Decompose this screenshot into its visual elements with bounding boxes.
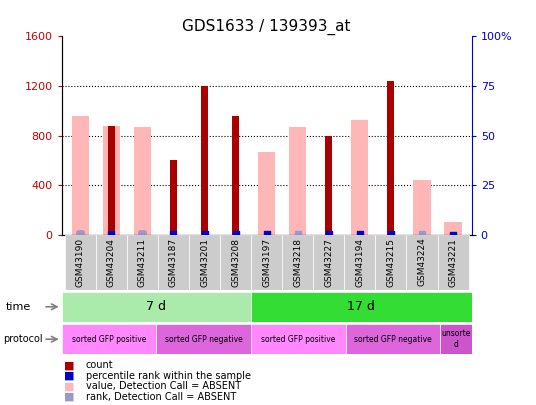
Text: ■: ■	[64, 360, 75, 370]
FancyBboxPatch shape	[375, 235, 406, 290]
Point	[263, 231, 271, 237]
Text: rank, Detection Call = ABSENT: rank, Detection Call = ABSENT	[86, 392, 236, 402]
Point	[76, 230, 85, 237]
Text: sorted GFP positive: sorted GFP positive	[261, 335, 336, 344]
Title: GDS1633 / 139393_at: GDS1633 / 139393_at	[182, 19, 351, 35]
Bar	[289, 127, 306, 235]
FancyBboxPatch shape	[251, 235, 282, 290]
FancyBboxPatch shape	[437, 235, 468, 290]
Text: GSM43211: GSM43211	[138, 238, 147, 287]
Bar	[325, 136, 332, 235]
Text: GSM43221: GSM43221	[449, 238, 458, 286]
FancyBboxPatch shape	[62, 292, 251, 322]
Text: GSM43187: GSM43187	[169, 238, 178, 287]
Bar	[201, 86, 208, 235]
Text: sorted GFP negative: sorted GFP negative	[165, 335, 242, 344]
Bar	[444, 222, 461, 235]
Point	[418, 231, 426, 237]
FancyBboxPatch shape	[96, 235, 127, 290]
Bar	[103, 126, 120, 235]
FancyBboxPatch shape	[158, 235, 189, 290]
Bar	[134, 127, 151, 235]
Text: GSM43224: GSM43224	[418, 238, 427, 286]
Point	[355, 230, 364, 237]
Text: 7 d: 7 d	[146, 300, 166, 313]
Bar	[258, 152, 275, 235]
FancyBboxPatch shape	[406, 235, 437, 290]
Text: GSM43197: GSM43197	[262, 238, 271, 287]
FancyBboxPatch shape	[344, 235, 375, 290]
Bar	[232, 116, 239, 235]
Point	[138, 230, 147, 237]
Point	[232, 230, 240, 237]
Text: count: count	[86, 360, 114, 370]
Text: GSM43208: GSM43208	[231, 238, 240, 287]
Point	[138, 230, 147, 237]
FancyBboxPatch shape	[440, 324, 472, 354]
FancyBboxPatch shape	[313, 235, 344, 290]
Bar	[170, 160, 177, 235]
FancyBboxPatch shape	[346, 324, 440, 354]
Text: sorted GFP negative: sorted GFP negative	[354, 335, 431, 344]
Text: protocol: protocol	[3, 334, 42, 344]
FancyBboxPatch shape	[282, 235, 313, 290]
Text: GSM43204: GSM43204	[107, 238, 116, 286]
FancyBboxPatch shape	[157, 324, 251, 354]
Point	[324, 230, 333, 237]
Point	[169, 231, 178, 237]
Text: GSM43218: GSM43218	[293, 238, 302, 287]
Text: sorted GFP positive: sorted GFP positive	[72, 335, 146, 344]
Text: GSM43190: GSM43190	[76, 238, 85, 287]
Text: ■: ■	[64, 382, 75, 391]
Bar	[388, 81, 394, 235]
Point	[293, 230, 302, 237]
FancyBboxPatch shape	[251, 292, 472, 322]
FancyBboxPatch shape	[189, 235, 220, 290]
Bar	[413, 180, 430, 235]
Text: GSM43201: GSM43201	[200, 238, 209, 287]
Text: percentile rank within the sample: percentile rank within the sample	[86, 371, 251, 381]
Text: value, Detection Call = ABSENT: value, Detection Call = ABSENT	[86, 382, 241, 391]
Point	[107, 230, 116, 237]
Bar	[72, 116, 89, 235]
Text: 17 d: 17 d	[347, 300, 375, 313]
Point	[76, 230, 85, 237]
Text: time: time	[5, 302, 31, 312]
FancyBboxPatch shape	[65, 235, 96, 290]
Point	[449, 232, 457, 238]
Text: GSM43194: GSM43194	[355, 238, 364, 287]
FancyBboxPatch shape	[127, 235, 158, 290]
FancyBboxPatch shape	[220, 235, 251, 290]
Text: unsorte
d: unsorte d	[441, 330, 471, 349]
Text: ■: ■	[64, 392, 75, 402]
Text: ■: ■	[64, 371, 75, 381]
FancyBboxPatch shape	[62, 324, 157, 354]
Bar	[108, 126, 115, 235]
Bar	[351, 119, 368, 235]
FancyBboxPatch shape	[251, 324, 346, 354]
Point	[200, 230, 209, 237]
Text: GSM43215: GSM43215	[386, 238, 396, 287]
Point	[386, 230, 395, 237]
Text: GSM43227: GSM43227	[324, 238, 333, 286]
